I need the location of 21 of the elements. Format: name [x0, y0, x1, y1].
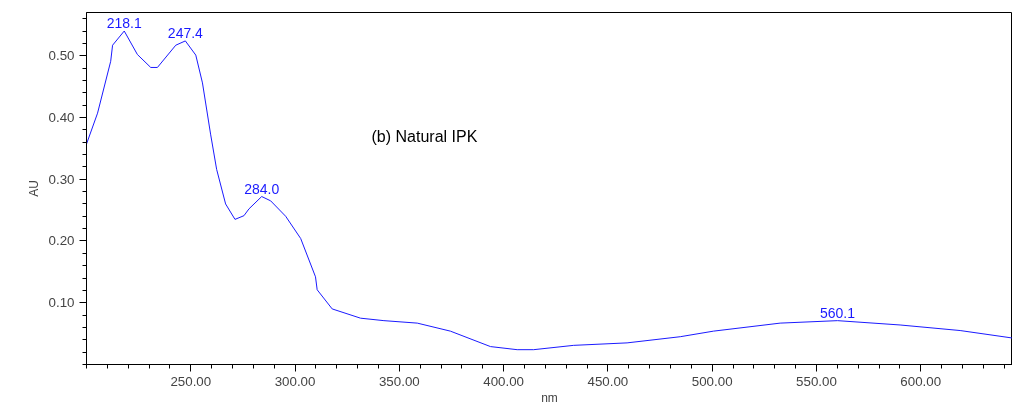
annotation: (b) Natural IPK — [371, 127, 478, 145]
y-tick-label: 0.40 — [48, 109, 75, 125]
y-tick-label: 0.50 — [48, 48, 75, 64]
x-tick-label: 400.00 — [483, 373, 524, 389]
x-tick-label: 350.00 — [378, 373, 420, 389]
y-tick-label: 0.20 — [48, 233, 75, 249]
x-tick-label: 550.00 — [796, 373, 837, 389]
y-axis-title: AU — [26, 180, 41, 197]
annotation: 560.1 — [820, 304, 856, 321]
y-tick-label: 0.30 — [48, 171, 75, 187]
annotation: 247.4 — [167, 24, 204, 41]
x-tick-label: 250.00 — [170, 373, 212, 389]
x-tick-label: 500.00 — [691, 373, 733, 389]
line-series — [86, 30, 1012, 351]
y-tick-label: 0.10 — [48, 295, 75, 311]
x-tick-label: 450.00 — [587, 373, 629, 389]
x-axis-title: nm — [541, 390, 558, 405]
x-tick-label: 600.00 — [900, 373, 942, 389]
annotation: 284.0 — [244, 180, 280, 197]
x-tick-label: 300.00 — [274, 373, 316, 389]
annotation: 218.1 — [106, 15, 142, 32]
